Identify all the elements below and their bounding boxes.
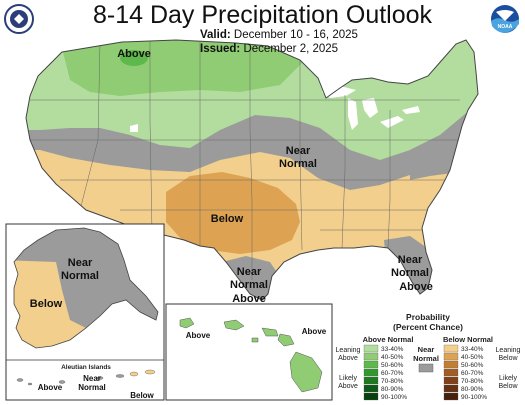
legend-above-label: 33-40%	[381, 346, 404, 353]
legend-above-scale: 33-40%40-50%50-60%60-70%70-80%80-90%90-1…	[363, 344, 407, 401]
page-title: 8-14 Day Precipitation Outlook	[92, 1, 433, 29]
aleutian-title: Aleutian Islands	[61, 364, 111, 371]
legend-above-swatch	[363, 352, 379, 361]
legend-below-label: 70-80%	[461, 378, 484, 385]
valid-value: December 10 - 16, 2025	[233, 29, 358, 41]
legend-below-label: 40-50%	[461, 354, 484, 361]
label-hawaii-above-east: Above	[302, 327, 327, 336]
noaa-logo-icon: NOAA	[491, 5, 519, 33]
legend-above-swatch	[363, 344, 379, 353]
label-aleutian-near-2: Normal	[78, 383, 106, 392]
label-near-texas-1: Near	[237, 266, 262, 278]
legend-above-label: 40-50%	[381, 354, 404, 361]
legend-above-swatch	[363, 368, 379, 377]
legend-below-header: Below Normal	[443, 335, 493, 344]
legend-leaning-below-1: Leaning	[496, 347, 521, 354]
legend-near-swatch	[418, 363, 434, 373]
legend-below-swatch	[443, 384, 459, 393]
issued-label: Issued:	[200, 43, 241, 55]
legend-leaning-above-1: Leaning	[336, 347, 361, 354]
legend-below-swatch	[443, 360, 459, 369]
legend-below-swatch	[443, 368, 459, 377]
hawaii-islands	[179, 317, 323, 393]
legend: Probability (Percent Chance) Above Norma…	[336, 312, 521, 401]
label-above-north: Above	[117, 48, 151, 60]
legend-above-header: Above Normal	[363, 335, 414, 344]
valid-line: Valid: December 10 - 16, 2025	[200, 29, 358, 41]
legend-above-label: 80-90%	[381, 386, 404, 393]
legend-above-label: 70-80%	[381, 378, 404, 385]
legend-title-1: Probability	[406, 312, 450, 322]
legend-below-label: 60-70%	[461, 370, 484, 377]
label-aleutian-below: Below	[130, 391, 154, 400]
legend-likely-below-1: Likely	[499, 375, 517, 382]
issued-value: December 2, 2025	[243, 43, 339, 55]
label-near-texas-2: Normal	[230, 279, 268, 291]
label-alaska-near-2: Normal	[61, 270, 99, 282]
aleutian-islands	[16, 369, 156, 386]
legend-likely-above-2: Above	[338, 383, 358, 390]
legend-leaning-above-2: Above	[338, 355, 358, 362]
legend-above-swatch	[363, 376, 379, 385]
label-below-south: Below	[211, 213, 244, 225]
usda-seal-icon	[4, 4, 34, 34]
legend-below-swatch	[443, 344, 459, 353]
legend-likely-below-2: Below	[498, 383, 518, 390]
legend-below-label: 80-90%	[461, 386, 484, 393]
label-alaska-near-1: Near	[68, 257, 93, 269]
legend-above-label: 90-100%	[381, 394, 407, 401]
legend-near-header-1: Near	[418, 345, 435, 354]
legend-below-scale: 33-40%40-50%50-60%60-70%70-80%80-90%90-1…	[443, 344, 487, 401]
legend-leaning-below-2: Below	[498, 355, 518, 362]
legend-above-swatch	[363, 360, 379, 369]
legend-above-swatch	[363, 384, 379, 393]
legend-below-swatch	[443, 392, 459, 401]
label-near-florida-3: Above	[399, 281, 433, 293]
legend-below-swatch	[443, 376, 459, 385]
legend-below-label: 33-40%	[461, 346, 484, 353]
legend-near-header-2: Normal	[413, 354, 439, 363]
label-near-florida-2: Normal	[391, 267, 429, 279]
legend-below-label: 50-60%	[461, 362, 484, 369]
legend-title-2: (Percent Chance)	[393, 322, 463, 332]
label-near-central-2: Normal	[279, 158, 317, 170]
legend-likely-above-1: Likely	[339, 375, 357, 382]
label-hawaii-above-west: Above	[186, 331, 211, 340]
state-borders	[30, 40, 470, 280]
label-near-texas-3: Above	[232, 293, 266, 305]
legend-above-label: 60-70%	[381, 370, 404, 377]
alaska-outline	[13, 227, 159, 349]
issued-line: Issued: December 2, 2025	[200, 43, 338, 55]
label-aleutian-above: Above	[38, 383, 63, 392]
label-alaska-below: Below	[30, 298, 63, 310]
valid-label: Valid:	[200, 29, 231, 41]
label-near-central-1: Near	[286, 145, 311, 157]
noaa-logo-text: NOAA	[498, 24, 513, 30]
label-near-florida-1: Near	[398, 254, 423, 266]
legend-above-label: 50-60%	[381, 362, 404, 369]
legend-above-swatch	[363, 392, 379, 401]
label-aleutian-near-1: Near	[83, 374, 101, 383]
legend-below-label: 90-100%	[461, 394, 487, 401]
legend-below-swatch	[443, 352, 459, 361]
